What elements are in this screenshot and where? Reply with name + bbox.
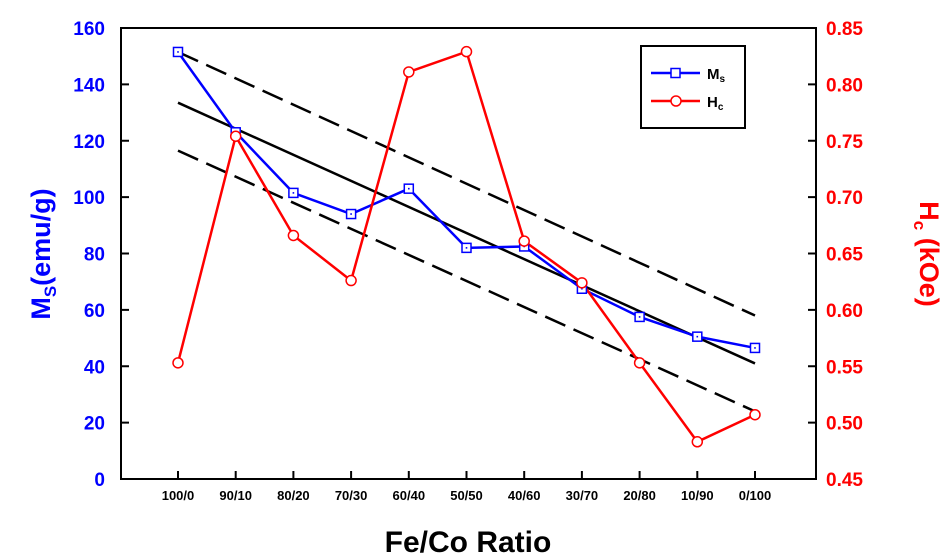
ms-point-center bbox=[638, 316, 641, 318]
hc-point bbox=[403, 66, 415, 78]
y-left-ticks: 0 20 40 60 80 100 120 140 160 bbox=[73, 19, 129, 491]
legend-ms-label: Ms bbox=[707, 66, 726, 85]
y-right-tick-label: 0.80 bbox=[826, 75, 863, 96]
x-tick-label: 80/20 bbox=[277, 488, 310, 503]
series-layer bbox=[172, 45, 761, 448]
y-left-tick-label: 20 bbox=[84, 414, 105, 435]
ms-point-center bbox=[292, 192, 295, 194]
y-right-axis-label: Hc (kOe) bbox=[910, 201, 944, 307]
hc-point bbox=[518, 235, 530, 247]
y-right-tick-label: 0.55 bbox=[826, 357, 863, 378]
y-left-tick-label: 0 bbox=[94, 470, 105, 491]
x-tick-label: 40/60 bbox=[508, 488, 541, 503]
ms-point-center bbox=[350, 213, 352, 215]
x-tick-label: 30/70 bbox=[566, 488, 599, 503]
x-ticks: 100/0 90/10 80/20 70/30 60/40 50/50 40/60 30/70… bbox=[162, 471, 772, 503]
y-right-label-rest: (kOe) bbox=[914, 230, 944, 307]
y-right-label-sub: c bbox=[910, 221, 929, 230]
y-right-tick-label: 0.60 bbox=[826, 301, 863, 322]
y-right-tick-label: 0.45 bbox=[826, 470, 863, 491]
legend-ms-marker bbox=[670, 67, 681, 79]
y-left-label-rest: (emu/g) bbox=[26, 188, 56, 286]
x-tick-label: 90/10 bbox=[219, 488, 252, 503]
y-right-ticks: 0.45 0.50 0.55 0.60 0.65 0.70 0.75 0.80 0.85 bbox=[808, 19, 863, 491]
hc-point bbox=[576, 277, 588, 289]
legend: Ms Hc bbox=[640, 45, 746, 129]
legend-hc-label: Hc bbox=[707, 94, 724, 113]
y-left-axis-label: MS(emu/g) bbox=[26, 188, 60, 319]
y-right-tick-label: 0.70 bbox=[826, 188, 863, 209]
legend-ms-sub: s bbox=[720, 74, 726, 85]
x-axis-label: Fe/Co Ratio bbox=[385, 526, 552, 558]
hc-point bbox=[749, 408, 761, 421]
legend-hc-marker bbox=[670, 95, 682, 107]
ms-point-center bbox=[581, 287, 583, 290]
legend-hc-sub: c bbox=[718, 102, 724, 113]
fit-line bbox=[177, 101, 756, 365]
x-tick-label: 20/80 bbox=[623, 488, 656, 503]
x-tick-label: 100/0 bbox=[162, 488, 195, 503]
y-right-label-main: H bbox=[914, 201, 944, 221]
hc-point bbox=[691, 436, 704, 448]
hc-point bbox=[633, 357, 646, 369]
y-left-tick-label: 160 bbox=[73, 19, 105, 40]
y-right-tick-label: 0.50 bbox=[826, 414, 863, 435]
ms-point-center bbox=[696, 335, 699, 338]
y-right-tick-label: 0.85 bbox=[826, 19, 863, 40]
hc-point bbox=[287, 229, 300, 242]
confidence-band-line bbox=[177, 50, 756, 317]
legend-hc-name: H bbox=[707, 94, 718, 111]
hc-point bbox=[345, 274, 357, 287]
y-left-tick-label: 100 bbox=[73, 188, 105, 209]
y-left-label-sub: S bbox=[41, 286, 60, 297]
ms-point-center bbox=[465, 247, 468, 249]
hc-point bbox=[229, 130, 242, 142]
y-left-tick-label: 140 bbox=[73, 75, 105, 96]
x-tick-label: 70/30 bbox=[335, 488, 368, 503]
x-tick-label: 0/100 bbox=[739, 488, 772, 503]
ms-point-center bbox=[408, 187, 410, 190]
y-left-tick-label: 40 bbox=[84, 357, 105, 378]
y-left-tick-label: 60 bbox=[84, 301, 105, 322]
confidence-band-line bbox=[177, 149, 756, 413]
ms-point-center bbox=[754, 347, 756, 349]
hc-point bbox=[172, 357, 184, 369]
y-right-tick-label: 0.65 bbox=[826, 245, 863, 266]
hc-point bbox=[460, 45, 473, 58]
legend-box bbox=[640, 45, 746, 129]
fit-lines bbox=[177, 50, 756, 413]
x-tick-label: 60/40 bbox=[393, 488, 426, 503]
ms-point-center bbox=[177, 51, 179, 53]
x-tick-label: 50/50 bbox=[450, 488, 483, 503]
y-left-label-main: M bbox=[26, 297, 56, 320]
y-right-tick-label: 0.75 bbox=[826, 132, 863, 153]
y-left-tick-label: 80 bbox=[84, 245, 105, 266]
x-tick-label: 10/90 bbox=[681, 488, 714, 503]
legend-ms-name: M bbox=[707, 66, 720, 83]
y-left-tick-label: 120 bbox=[73, 132, 105, 153]
